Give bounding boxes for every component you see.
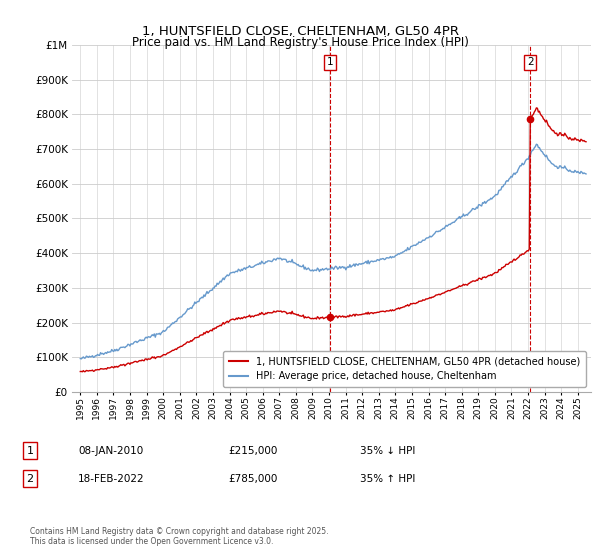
Text: 18-FEB-2022: 18-FEB-2022 — [78, 474, 145, 484]
Text: 2: 2 — [26, 474, 34, 484]
Text: 1: 1 — [326, 57, 333, 67]
Text: 1: 1 — [26, 446, 34, 456]
Text: 1, HUNTSFIELD CLOSE, CHELTENHAM, GL50 4PR: 1, HUNTSFIELD CLOSE, CHELTENHAM, GL50 4P… — [142, 25, 458, 38]
Text: 35% ↑ HPI: 35% ↑ HPI — [360, 474, 415, 484]
Text: Price paid vs. HM Land Registry's House Price Index (HPI): Price paid vs. HM Land Registry's House … — [131, 36, 469, 49]
Text: £785,000: £785,000 — [228, 474, 277, 484]
Text: 2: 2 — [527, 57, 533, 67]
Legend: 1, HUNTSFIELD CLOSE, CHELTENHAM, GL50 4PR (detached house), HPI: Average price, : 1, HUNTSFIELD CLOSE, CHELTENHAM, GL50 4P… — [223, 351, 586, 387]
Text: 08-JAN-2010: 08-JAN-2010 — [78, 446, 143, 456]
Text: £215,000: £215,000 — [228, 446, 277, 456]
Text: Contains HM Land Registry data © Crown copyright and database right 2025.
This d: Contains HM Land Registry data © Crown c… — [30, 526, 329, 546]
Text: 35% ↓ HPI: 35% ↓ HPI — [360, 446, 415, 456]
